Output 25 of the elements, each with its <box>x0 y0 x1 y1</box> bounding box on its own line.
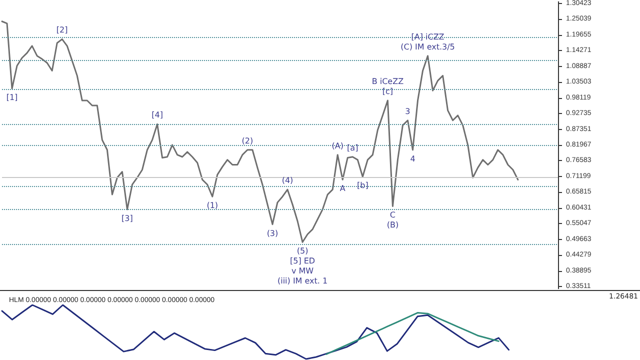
annotation: (2) <box>242 136 254 146</box>
annotation: [A] iCZZ <box>411 32 445 42</box>
annotation: v MW <box>291 266 314 276</box>
annotation: [5] ED <box>290 256 316 266</box>
annotation: 4 <box>410 154 416 164</box>
annotation: [3] <box>122 214 133 223</box>
annotation: (C) IM ext.3/5 <box>400 42 455 52</box>
annotation: 3 <box>405 106 410 116</box>
annotation: A <box>340 184 346 194</box>
annotation: [a] <box>347 143 358 152</box>
line-series <box>1 20 519 243</box>
annotation: (4) <box>282 176 294 186</box>
annotation: (iii) IM ext. 1 <box>277 276 328 286</box>
annotation: [c] <box>382 87 394 96</box>
annotation: [b] <box>356 181 368 190</box>
annotation: [2] <box>56 26 68 35</box>
annotation: (1) <box>206 201 218 210</box>
annotation: (3) <box>266 228 278 238</box>
annotation: (B) <box>386 220 399 230</box>
annotation: (A) <box>332 141 344 150</box>
annotation: [4] <box>152 110 163 120</box>
annotation: C <box>390 210 396 220</box>
annotation: (5) <box>296 246 308 256</box>
annotation: [1] <box>6 93 18 102</box>
annotation: B iCeZZ <box>372 77 404 86</box>
